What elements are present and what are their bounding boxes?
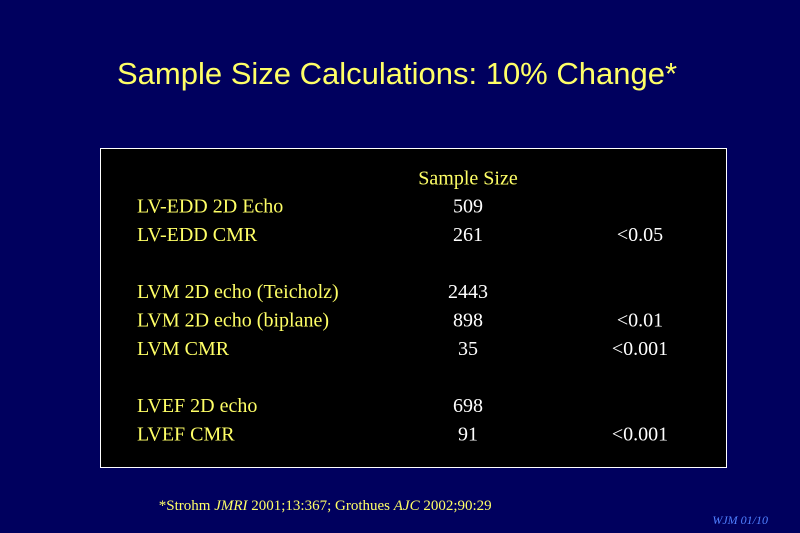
sample-size: 2443 bbox=[448, 281, 488, 303]
row-label: LV-EDD CMR bbox=[137, 224, 258, 246]
slide-title: Sample Size Calculations: 10% Change* bbox=[117, 56, 677, 91]
footnote-part: JMRI bbox=[214, 498, 248, 514]
footnote-part: *Strohm bbox=[159, 498, 214, 514]
footnote-part: 2001;13:367; Grothues bbox=[248, 498, 394, 514]
row-label: LV-EDD 2D Echo bbox=[137, 196, 283, 218]
row-label: LVEF CMR bbox=[137, 424, 235, 446]
p-value: <0.001 bbox=[612, 338, 668, 360]
sample-size: 698 bbox=[453, 395, 483, 417]
sample-size: 261 bbox=[453, 224, 483, 246]
row-label: LVEF 2D echo bbox=[137, 395, 257, 417]
p-value: <0.01 bbox=[617, 310, 663, 332]
footnote: *Strohm JMRI 2001;13:367; Grothues AJC 2… bbox=[140, 498, 503, 514]
p-value: <0.001 bbox=[612, 424, 668, 446]
p-value: <0.05 bbox=[617, 224, 663, 246]
row-label: LVM CMR bbox=[137, 338, 230, 360]
table-header: Sample Size bbox=[418, 168, 518, 190]
footnote-part: 2002;90:29 bbox=[420, 498, 492, 514]
corner-note: WJM 01/10 bbox=[712, 513, 768, 527]
row-label: LVM 2D echo (Teicholz) bbox=[137, 281, 339, 303]
sample-size: 509 bbox=[453, 196, 483, 218]
sample-size: 898 bbox=[453, 310, 483, 332]
sample-size: 91 bbox=[458, 424, 478, 446]
footnote-part: AJC bbox=[393, 498, 421, 514]
table-box bbox=[100, 148, 727, 468]
sample-size: 35 bbox=[458, 338, 478, 360]
row-label: LVM 2D echo (biplane) bbox=[137, 310, 329, 332]
